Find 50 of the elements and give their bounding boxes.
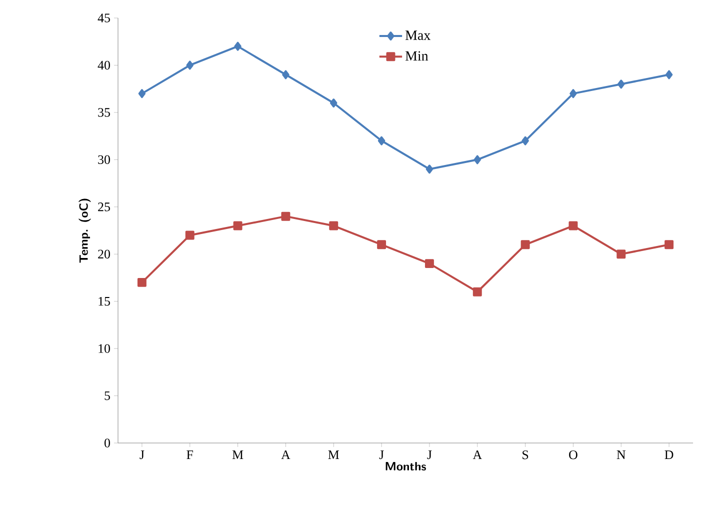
x-tick-label: N [616,450,626,459]
point [474,155,481,164]
point [665,70,673,80]
x-tick-label: J [379,450,384,460]
y-tick-label: 15 [98,296,110,306]
point [570,89,577,98]
point [664,240,674,250]
legend-label: Max [405,30,430,40]
point [616,250,626,259]
point [138,89,146,98]
y-tick-label: 35 [98,108,110,117]
point [234,42,242,51]
x-tick-label: D [664,450,674,460]
x-tick-label: A [472,450,482,460]
point [282,70,290,80]
point [424,259,434,268]
x-axis-title: Months [386,462,426,470]
point [520,240,530,250]
legend-label: Min [405,51,428,61]
y-tick-label: 20 [98,250,110,258]
x-tick-label: M [328,450,340,459]
y-axis-title: Temp. (oC) [78,198,91,263]
x-tick-label: M [232,450,244,459]
x-tick-label: O [569,450,578,460]
x-tick-label: A [281,450,290,460]
point [330,98,338,108]
x-tick-label: J [140,450,144,460]
x-tick-label: F [186,450,194,459]
point [426,164,434,174]
point [185,230,194,240]
point [522,136,529,146]
point [618,80,625,89]
point [472,287,482,296]
y-tick-label: 5 [104,391,110,400]
point [329,221,338,230]
x-tick-label: S [522,450,528,460]
y-tick-label: 40 [98,60,110,70]
point [233,221,242,230]
y-tick-label: 25 [98,202,110,212]
y-tick-label: 0 [104,438,110,448]
point [568,221,578,230]
point [378,136,386,146]
point [377,240,386,250]
x-tick-label: J [427,450,432,460]
y-tick-label: 10 [98,344,110,353]
point [281,212,290,221]
point [137,278,146,287]
point [186,60,194,70]
y-tick-label: 45 [98,14,110,22]
y-tick-label: 30 [98,155,110,164]
